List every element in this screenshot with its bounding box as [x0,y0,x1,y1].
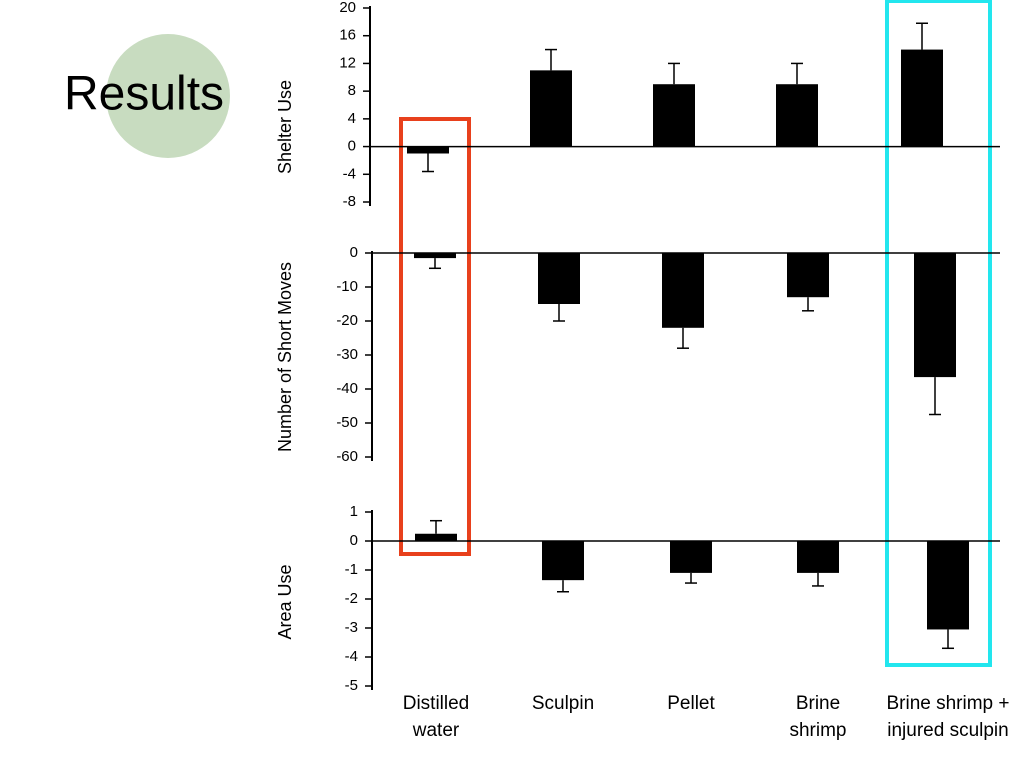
slide-title: Results [64,68,224,121]
y-tick-label: 0 [350,244,358,261]
bar [670,541,712,573]
y-tick-label: 0 [348,138,356,155]
highlight-box [885,0,992,667]
bar [797,541,839,573]
y-tick-label: -1 [345,561,358,578]
y-tick-label: -3 [345,619,358,636]
y-tick-label: 4 [348,110,356,127]
y-axis-label: Shelter Use [275,80,295,174]
y-tick-label: 20 [339,0,356,16]
y-tick-label: 12 [339,54,356,71]
y-tick-label: -50 [336,414,358,431]
bar [538,253,580,304]
y-axis-label: Number of Short Moves [275,262,295,452]
bar [542,541,584,581]
decor-circle [106,34,230,158]
x-tick-label: Distilled water [402,693,470,741]
bar [927,541,969,630]
bar [653,84,695,147]
y-tick-label: -10 [336,278,358,295]
bar [914,253,956,378]
y-tick-label: 8 [348,82,356,99]
bar [662,253,704,328]
bar [530,70,572,147]
x-tick-label: Pellet [667,693,715,714]
y-tick-label: 16 [339,27,356,44]
y-tick-label: -5 [345,677,358,694]
bar [407,146,449,154]
bar [414,253,456,259]
y-tick-label: -60 [336,448,358,465]
y-tick-label: -2 [345,590,358,607]
y-tick-label: 0 [350,532,358,549]
y-tick-label: 1 [350,503,358,520]
y-tick-label: -4 [345,648,358,665]
x-tick-label: Brine shrimp + injured sculpin [886,693,1010,741]
y-tick-label: -30 [336,346,358,363]
x-tick-label: Brine shrimp [789,693,847,741]
y-tick-label: -4 [343,165,356,182]
y-tick-label: -20 [336,312,358,329]
bar [787,253,829,298]
bar [415,533,457,541]
y-tick-label: -40 [336,380,358,397]
y-axis-label: Area Use [275,564,295,639]
highlight-box [399,117,471,556]
bar [901,49,943,147]
x-tick-label: Sculpin [531,693,595,714]
y-tick-label: -8 [343,193,356,210]
bar [776,84,818,147]
